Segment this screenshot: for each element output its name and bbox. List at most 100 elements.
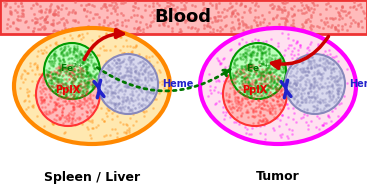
Point — [59, 107, 65, 110]
Point — [278, 87, 284, 90]
Point — [225, 101, 231, 104]
Point — [124, 94, 130, 97]
Point — [45, 66, 51, 69]
Point — [142, 103, 148, 106]
Point — [68, 68, 74, 71]
Point — [53, 80, 59, 83]
Point — [292, 90, 298, 93]
Point — [301, 67, 306, 70]
Point — [142, 62, 148, 65]
Point — [118, 35, 124, 38]
Point — [117, 49, 123, 52]
Point — [314, 104, 320, 107]
Point — [239, 54, 245, 57]
Point — [130, 91, 136, 94]
Point — [186, 13, 192, 16]
Point — [215, 90, 221, 93]
Point — [232, 81, 238, 84]
Point — [267, 67, 273, 70]
Point — [51, 53, 57, 56]
Point — [252, 106, 258, 109]
Point — [102, 91, 108, 94]
Point — [280, 114, 286, 117]
Point — [144, 88, 150, 91]
Point — [260, 101, 266, 104]
Point — [259, 27, 265, 30]
Point — [75, 73, 81, 76]
Point — [81, 95, 87, 98]
Point — [302, 57, 308, 60]
Point — [257, 124, 263, 127]
Point — [113, 135, 119, 138]
Point — [18, 15, 24, 18]
Point — [257, 100, 262, 103]
Point — [80, 70, 86, 73]
Point — [143, 96, 149, 99]
Point — [255, 5, 261, 8]
Point — [125, 84, 131, 88]
Point — [111, 90, 117, 93]
Point — [227, 2, 233, 5]
Point — [85, 77, 91, 81]
Point — [292, 78, 298, 81]
Point — [134, 55, 139, 58]
Point — [262, 137, 268, 140]
Point — [63, 52, 69, 55]
Point — [344, 29, 350, 32]
Point — [108, 71, 114, 74]
Point — [269, 107, 275, 110]
Point — [308, 95, 314, 98]
Point — [313, 89, 319, 92]
Point — [38, 9, 44, 12]
Point — [327, 52, 333, 55]
Point — [135, 26, 141, 29]
Point — [77, 117, 83, 120]
Point — [328, 119, 334, 122]
Point — [265, 87, 271, 90]
Point — [122, 80, 128, 83]
Point — [66, 77, 72, 80]
Point — [252, 70, 258, 73]
Point — [89, 85, 95, 88]
Point — [253, 87, 259, 90]
Point — [253, 91, 259, 94]
Point — [61, 67, 66, 70]
Point — [69, 56, 75, 59]
Point — [169, 8, 175, 11]
Point — [262, 78, 268, 81]
Point — [248, 54, 254, 57]
Point — [228, 103, 234, 106]
Point — [84, 103, 90, 106]
Point — [234, 57, 240, 60]
Point — [92, 81, 98, 84]
Point — [269, 80, 275, 83]
Point — [74, 94, 80, 97]
Point — [100, 84, 106, 87]
Point — [238, 104, 244, 107]
Point — [302, 70, 308, 73]
Point — [113, 78, 119, 81]
Point — [48, 63, 54, 66]
Point — [46, 10, 52, 13]
Point — [255, 39, 261, 42]
Point — [298, 91, 304, 94]
Point — [311, 105, 317, 108]
Point — [85, 85, 91, 88]
Point — [117, 89, 123, 92]
Point — [55, 77, 61, 80]
Point — [304, 74, 310, 77]
Point — [85, 2, 91, 5]
Point — [69, 74, 75, 77]
Point — [54, 89, 60, 92]
Point — [275, 99, 280, 102]
Point — [57, 104, 63, 107]
Point — [201, 24, 207, 27]
Point — [337, 73, 343, 76]
Point — [263, 69, 269, 72]
Point — [269, 108, 275, 111]
Point — [70, 101, 76, 104]
Point — [52, 53, 58, 56]
Point — [161, 87, 167, 90]
Point — [14, 27, 20, 30]
Point — [51, 81, 57, 84]
